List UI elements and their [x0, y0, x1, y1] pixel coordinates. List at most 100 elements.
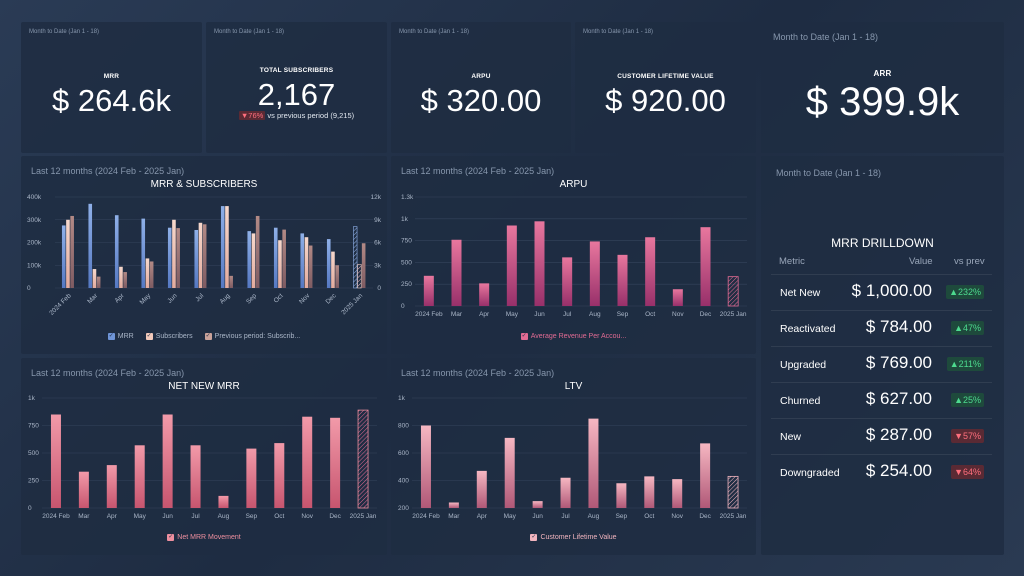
bar-subscribers: [251, 233, 256, 288]
x-tick-label: Mar: [86, 292, 99, 305]
chart-card-net-new-mrr: Last 12 months (2024 Feb - 2025 Jan) NET…: [21, 358, 387, 555]
bar-subscribers: [357, 264, 362, 289]
drilldown-row[interactable]: New $ 287.00 ▼57%: [771, 418, 992, 454]
x-tick-label: Aug: [218, 513, 230, 520]
x-tick-label: 2025 Jan: [350, 513, 377, 520]
kpi-label: MRR: [103, 73, 120, 80]
x-tick-label: Jul: [563, 311, 572, 318]
kpi-label: TOTAL SUBSCRIBERS: [259, 67, 334, 74]
x-tick-label: Sep: [616, 513, 628, 520]
kpi-change: ▼76% vs previous period (9,215): [206, 111, 387, 120]
bar: [330, 417, 341, 508]
kpi-period: Month to Date (Jan 1 - 18): [399, 29, 470, 35]
row-metric: New: [780, 431, 802, 443]
chart-card-arpu: Last 12 months (2024 Feb - 2025 Jan) ARP…: [391, 156, 756, 354]
bar: [588, 418, 599, 508]
bar: [448, 502, 459, 508]
legend-item-arpu[interactable]: ✓ Average Revenue Per Accou...: [520, 333, 627, 340]
bar: [700, 443, 711, 508]
bar-previous: [202, 224, 207, 288]
y-tick-label: 250: [28, 478, 39, 485]
chart-period: Last 12 months (2024 Feb - 2025 Jan): [401, 166, 555, 176]
y-tick-label-right: 12k: [371, 194, 382, 201]
bar: [134, 445, 145, 508]
kpi-value: $ 399.9k: [805, 80, 960, 124]
x-tick-label: Jun: [166, 292, 179, 305]
bar: [420, 425, 431, 508]
x-tick-label: Apr: [477, 513, 488, 520]
bar-previous: [176, 228, 180, 288]
kpi-value: $ 320.00: [420, 83, 542, 118]
row-change-badge: ▼64%: [951, 465, 984, 479]
mrr-subscribers-chart: 400k 12k 300k 9k 200k 6k 100k 3k 0 0 2024 Feb Mar Ap…: [27, 194, 382, 317]
bar: [190, 445, 201, 508]
kpi-period: Month to Date (Jan 1 - 18): [773, 32, 879, 42]
row-value: $ 287.00: [865, 425, 932, 444]
kpi-label: ARPU: [471, 73, 491, 80]
y-tick-label-right: 6k: [374, 240, 382, 247]
arpu-chart: 1.3k 1k 750 500 250 0 2024 Feb Mar Apr May Jun Jul A…: [401, 194, 747, 318]
bar-subscribers: [278, 240, 282, 288]
x-tick-label: Nov: [672, 311, 684, 318]
x-tick-label: May: [139, 292, 153, 306]
bar-subscribers: [304, 237, 309, 288]
x-tick-label: Oct: [644, 513, 654, 520]
bar: [78, 471, 89, 508]
x-tick-label: Oct: [645, 311, 655, 318]
bar-subscribers: [145, 258, 150, 288]
bar-mrr: [88, 203, 93, 288]
y-tick-label-left: 200k: [27, 240, 42, 247]
x-tick-label: Oct: [273, 292, 285, 304]
kpi-card-arr: Month to Date (Jan 1 - 18) ARR $ 399.9k: [761, 22, 1004, 153]
y-tick-label: 400: [398, 478, 409, 485]
legend-label: MRR: [117, 333, 134, 340]
net-new-mrr-chart: 1k 750 500 250 0 2024 Feb Mar Apr May Jun Jul Aug Se…: [28, 395, 377, 520]
header-metric: Metric: [779, 256, 805, 267]
bar-previous: [96, 276, 101, 288]
row-change-badge: ▼57%: [951, 429, 984, 443]
chart-card-ltv: Last 12 months (2024 Feb - 2025 Jan) LTV…: [391, 358, 756, 555]
bar-mrr: [300, 233, 305, 288]
drilldown-row[interactable]: Downgraded $ 254.00 ▼64%: [771, 454, 992, 490]
x-tick-label: Dec: [325, 292, 339, 306]
legend-item-mrr[interactable]: ✓ MRR: [107, 333, 134, 340]
bar-subscribers: [225, 206, 229, 288]
drilldown-row[interactable]: Upgraded $ 769.00 ▲211%: [771, 346, 992, 382]
bar-subscribers: [66, 219, 70, 288]
bar: [727, 276, 739, 307]
chart-legend: ✓ Average Revenue Per Accou...: [391, 333, 756, 340]
drilldown-row[interactable]: Reactivated $ 784.00 ▲47%: [771, 310, 992, 346]
x-tick-label: Apr: [479, 311, 490, 318]
bar: [274, 443, 285, 508]
kpi-value: $ 920.00: [605, 83, 726, 118]
chart-card-mrr-subscribers: Last 12 months (2024 Feb - 2025 Jan) MRR…: [21, 156, 387, 354]
legend-item-clv[interactable]: ✓ Customer Lifetime Value: [530, 534, 617, 541]
bar-previous: [70, 215, 74, 288]
bar: [617, 254, 628, 306]
x-tick-label: May: [134, 513, 147, 520]
bar-previous: [123, 272, 127, 288]
legend-item-subscribers[interactable]: ✓ Subscribers: [145, 333, 193, 340]
legend-item-net-mrr-movement[interactable]: ✓ Net MRR Movement: [167, 534, 241, 541]
legend-item-previous-period[interactable]: ✓ Previous period: Subscrib...: [204, 333, 301, 340]
x-tick-label: Jun: [534, 311, 545, 318]
row-value: $ 784.00: [865, 317, 932, 336]
kpi-period: Month to Date (Jan 1 - 18): [583, 29, 654, 35]
x-tick-label: 2025 Jan: [340, 292, 364, 316]
bar: [302, 416, 313, 508]
drilldown-title: MRR DRILLDOWN: [831, 236, 934, 250]
drilldown-row[interactable]: Churned $ 627.00 ▲25%: [771, 382, 992, 418]
bar-subscribers: [119, 266, 123, 288]
x-tick-label: 2024 Feb: [412, 513, 440, 520]
x-tick-label: 2025 Jan: [720, 513, 747, 520]
bar: [506, 225, 517, 306]
chart-title: ARPU: [559, 179, 588, 190]
y-tick-label: 250: [401, 281, 412, 288]
bar-mrr: [141, 218, 146, 288]
kpi-period: Month to Date (Jan 1 - 18): [29, 29, 100, 35]
y-tick-label-left: 400k: [27, 194, 42, 201]
y-tick-label: 0: [401, 303, 405, 310]
y-tick-label: 0: [28, 505, 32, 512]
x-tick-label: Dec: [329, 513, 341, 520]
drilldown-row[interactable]: Net New $ 1,000.00 ▲232%: [771, 274, 992, 310]
